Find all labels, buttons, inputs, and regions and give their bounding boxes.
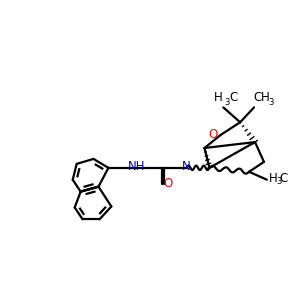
Text: C: C xyxy=(229,92,238,104)
Text: N: N xyxy=(182,160,191,173)
Text: 3: 3 xyxy=(276,177,281,186)
Text: NH: NH xyxy=(128,160,146,173)
Text: 3: 3 xyxy=(268,98,273,107)
Text: O: O xyxy=(209,128,218,141)
Text: H: H xyxy=(214,92,222,104)
Text: 3: 3 xyxy=(224,98,230,107)
Text: H: H xyxy=(261,92,270,104)
Text: C: C xyxy=(253,92,261,104)
Text: C: C xyxy=(280,172,288,185)
Text: H: H xyxy=(269,172,278,185)
Text: O: O xyxy=(163,177,172,190)
